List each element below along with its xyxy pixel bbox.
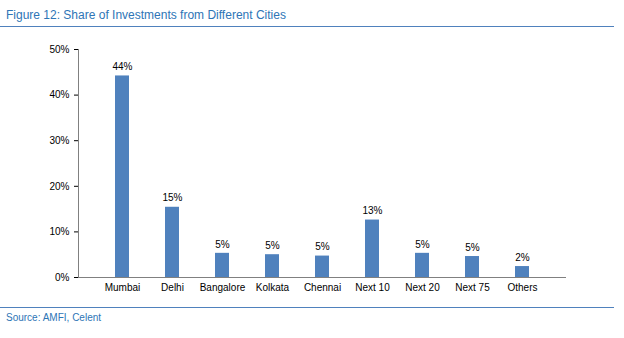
svg-text:Next 10: Next 10	[355, 282, 390, 293]
html-text:Source: AMFI, Celent: Source: AMFI, Celent	[6, 312, 101, 323]
svg-text:Next 20: Next 20	[405, 282, 440, 293]
svg-text:5%: 5%	[415, 239, 430, 250]
svg-text:Bangalore: Bangalore	[200, 282, 246, 293]
svg-text:50%: 50%	[49, 44, 69, 55]
svg-text:Chennai: Chennai	[304, 282, 341, 293]
svg-text:5%: 5%	[265, 240, 280, 251]
svg-text:0%: 0%	[55, 272, 70, 283]
svg-text:Next 75: Next 75	[455, 282, 490, 293]
svg-text:5%: 5%	[315, 241, 330, 252]
svg-text:Kolkata: Kolkata	[256, 282, 290, 293]
svg-text:30%: 30%	[49, 135, 69, 146]
svg-text:5%: 5%	[465, 242, 480, 253]
svg-text:Others: Others	[507, 282, 537, 293]
svg-text:44%: 44%	[112, 61, 132, 72]
svg-text:Mumbai: Mumbai	[105, 282, 141, 293]
svg-text:20%: 20%	[49, 181, 69, 192]
svg-text:15%: 15%	[162, 192, 182, 203]
svg-text:13%: 13%	[362, 205, 382, 216]
svg-text:Delhi: Delhi	[161, 282, 184, 293]
svg-text:10%: 10%	[49, 226, 69, 237]
html-text:Figure 12: Share of Investment: Figure 12: Share of Investments from Dif…	[6, 8, 286, 22]
svg-text:2%: 2%	[515, 252, 530, 263]
svg-text:5%: 5%	[215, 239, 230, 250]
svg-text:40%: 40%	[49, 89, 69, 100]
